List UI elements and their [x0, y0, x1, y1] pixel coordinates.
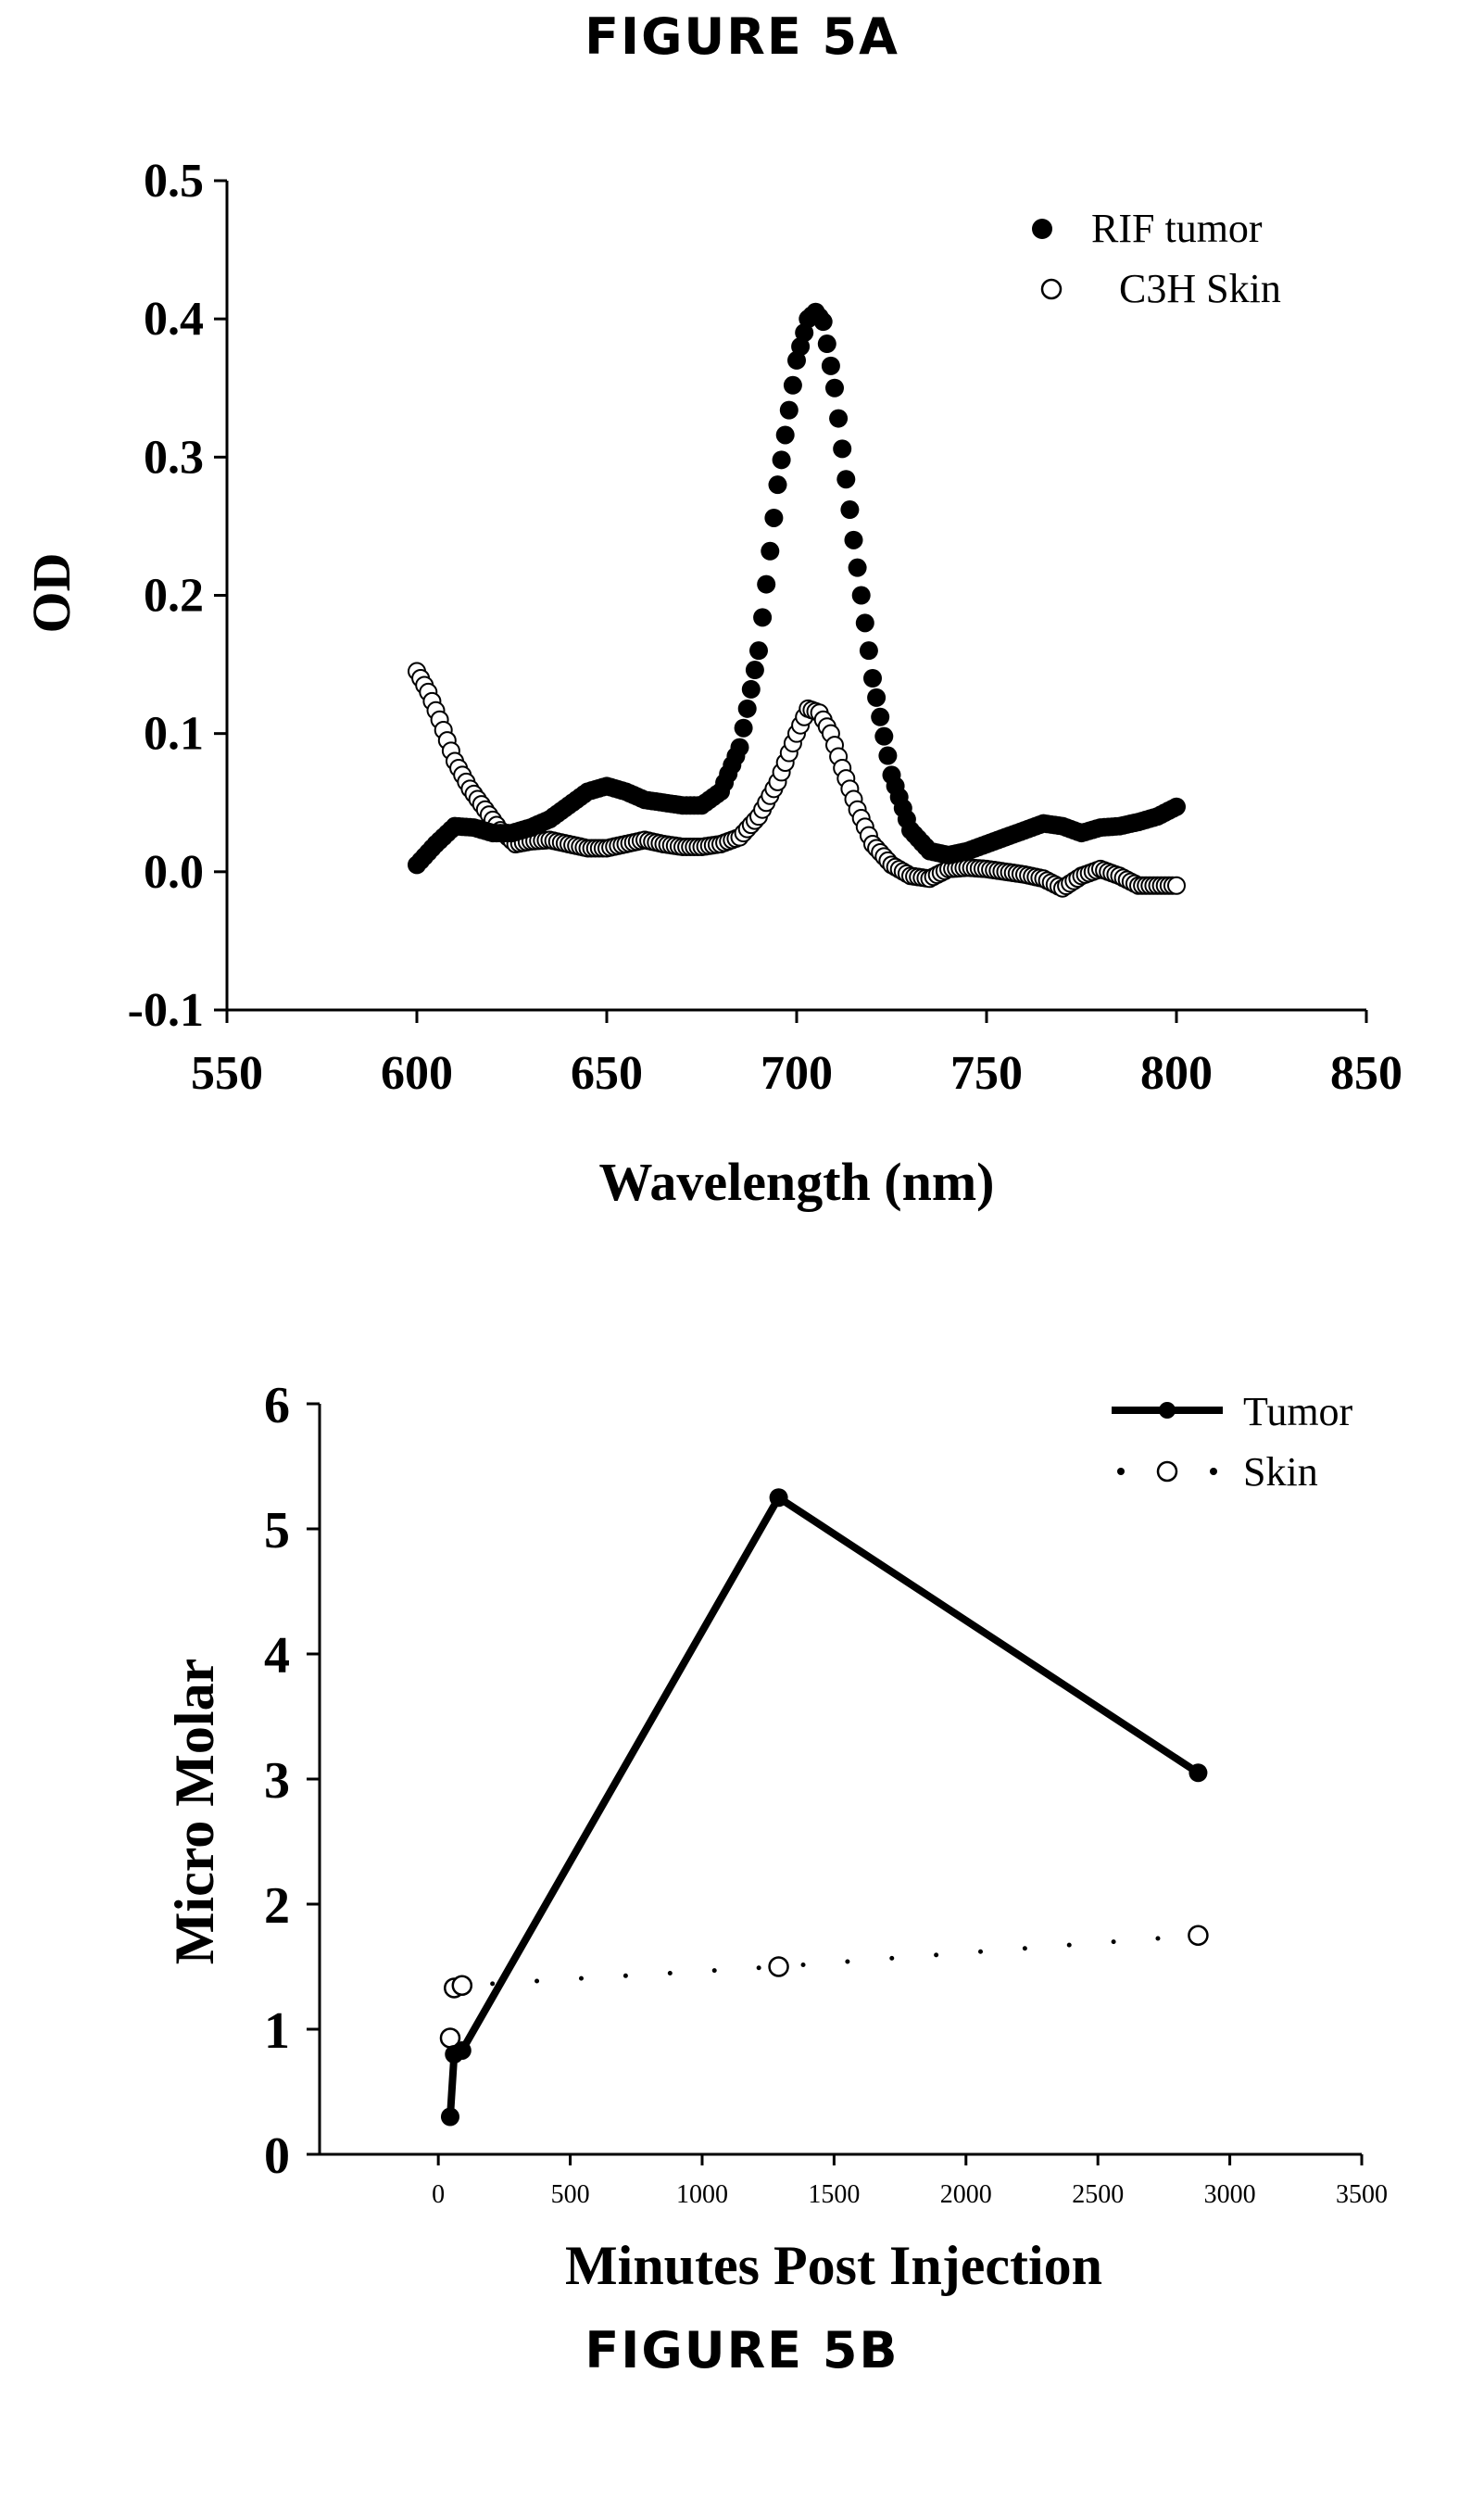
y-tick-label: 0.2 — [144, 570, 204, 623]
x-tick-label: 2000 — [940, 2180, 992, 2209]
data-point-rif-tumor — [735, 719, 753, 738]
data-point-rif-tumor — [769, 475, 787, 494]
figure-5a-title: FIGURE 5A — [0, 7, 1484, 66]
data-point-rif-tumor — [856, 613, 874, 632]
data-point-c3h-skin — [1168, 877, 1185, 894]
data-point-rif-tumor — [845, 531, 863, 549]
data-point-rif-tumor — [867, 688, 886, 707]
y-axis-label: Micro Molar — [164, 1659, 225, 1964]
data-point-rif-tumor — [814, 312, 833, 331]
legend-label-skin: Skin — [1243, 1449, 1318, 1495]
chart-legend: Tumor Skin — [1112, 1389, 1353, 1495]
y-tick-label: 5 — [264, 1502, 290, 1559]
data-point-rif-tumor — [1167, 798, 1186, 816]
data-point-rif-tumor — [761, 542, 779, 561]
data-point-rif-tumor — [818, 334, 836, 353]
y-tick-label: 3 — [264, 1752, 290, 1810]
series-line-skin — [450, 1936, 1198, 2038]
data-point-tumor — [441, 2108, 459, 2127]
series-line-tumor — [450, 1497, 1198, 2116]
x-tick-label: 3000 — [1204, 2180, 1256, 2209]
y-tick-label: 0.3 — [144, 431, 204, 484]
figure-5b-title: FIGURE 5B — [0, 2321, 1484, 2379]
chart-axes: 0 1 2 3 4 5 6 0 500 1000 1500 2000 2500 3000 3500 — [264, 1377, 1388, 2209]
data-point-rif-tumor — [822, 357, 840, 375]
data-point-skin — [453, 1976, 472, 1995]
data-point-rif-tumor — [825, 379, 844, 398]
data-point-rif-tumor — [849, 559, 867, 577]
data-point-rif-tumor — [852, 587, 871, 605]
data-point-rif-tumor — [764, 509, 783, 527]
chart-series — [441, 1488, 1207, 2126]
legend-label-tumor: Tumor — [1243, 1389, 1353, 1434]
legend-marker-skin — [1158, 1462, 1176, 1481]
legend-label-rif-tumor: RIF tumor — [1091, 206, 1263, 251]
x-tick-label: 1500 — [808, 2180, 860, 2209]
data-point-rif-tumor — [742, 680, 761, 699]
y-tick-label: 0.1 — [144, 708, 204, 761]
data-point-rif-tumor — [746, 661, 764, 679]
figure-5a-chart: -0.1 0.0 0.1 0.2 0.3 0.4 0.5 550 600 650 700 750 800… — [0, 139, 1484, 1251]
data-point-skin — [770, 1958, 788, 1976]
data-point-rif-tumor — [753, 608, 772, 626]
y-tick-label: 0.0 — [144, 846, 204, 899]
x-tick-label: 750 — [950, 1047, 1023, 1100]
x-tick-label: 800 — [1140, 1047, 1213, 1100]
legend-dot-skin — [1117, 1468, 1125, 1475]
y-tick-label: 6 — [264, 1377, 290, 1434]
y-axis-label: OD — [21, 553, 82, 634]
chart-series — [408, 303, 1186, 897]
figure-5b-chart: 0 1 2 3 4 5 6 0 500 1000 1500 2000 2500 3000 3500 Tumo… — [0, 1344, 1484, 2316]
y-tick-label: 1 — [264, 2002, 290, 2060]
data-point-rif-tumor — [731, 738, 749, 757]
data-point-rif-tumor — [749, 641, 768, 660]
x-tick-label: 1000 — [676, 2180, 728, 2209]
legend-marker-c3h-skin — [1042, 280, 1061, 298]
y-tick-label: 0.5 — [144, 155, 204, 208]
y-tick-label: 0 — [264, 2127, 290, 2185]
x-tick-label: 600 — [381, 1047, 453, 1100]
y-tick-label: 0.4 — [144, 293, 204, 346]
data-point-rif-tumor — [840, 500, 859, 519]
x-tick-label: 650 — [571, 1047, 643, 1100]
x-tick-label: 3500 — [1336, 2180, 1388, 2209]
data-point-rif-tumor — [829, 410, 848, 428]
x-axis-label: Wavelength (nm) — [599, 1152, 995, 1212]
x-tick-label: 850 — [1330, 1047, 1402, 1100]
data-point-rif-tumor — [878, 747, 897, 765]
legend-marker-rif-tumor — [1032, 219, 1052, 239]
chart-legend: RIF tumor C3H Skin — [1032, 206, 1281, 311]
data-point-rif-tumor — [776, 425, 795, 444]
legend-marker-tumor — [1159, 1402, 1176, 1419]
x-tick-label: 0 — [432, 2180, 445, 2209]
data-point-tumor — [1188, 1763, 1207, 1782]
x-tick-label: 500 — [551, 2180, 590, 2209]
x-tick-label: 550 — [191, 1047, 263, 1100]
data-point-rif-tumor — [836, 470, 855, 488]
y-tick-label: 2 — [264, 1877, 290, 1935]
y-tick-label: -0.1 — [128, 984, 204, 1037]
legend-label-c3h-skin: C3H Skin — [1119, 266, 1281, 311]
x-tick-label: 700 — [761, 1047, 833, 1100]
x-tick-label: 2500 — [1072, 2180, 1124, 2209]
data-point-tumor — [453, 2041, 472, 2060]
data-point-rif-tumor — [738, 700, 757, 718]
data-point-rif-tumor — [860, 641, 878, 660]
data-point-skin — [1188, 1926, 1207, 1945]
data-point-rif-tumor — [773, 450, 791, 469]
data-point-rif-tumor — [784, 376, 802, 395]
data-point-rif-tumor — [871, 708, 889, 726]
data-point-tumor — [770, 1488, 788, 1507]
data-point-rif-tumor — [874, 727, 893, 746]
data-point-rif-tumor — [757, 575, 775, 594]
data-point-rif-tumor — [780, 401, 799, 420]
data-point-rif-tumor — [833, 439, 851, 458]
y-tick-label: 4 — [264, 1627, 290, 1685]
data-point-rif-tumor — [863, 669, 882, 688]
x-axis-label: Minutes Post Injection — [565, 2235, 1102, 2296]
legend-dot-skin — [1210, 1468, 1217, 1475]
